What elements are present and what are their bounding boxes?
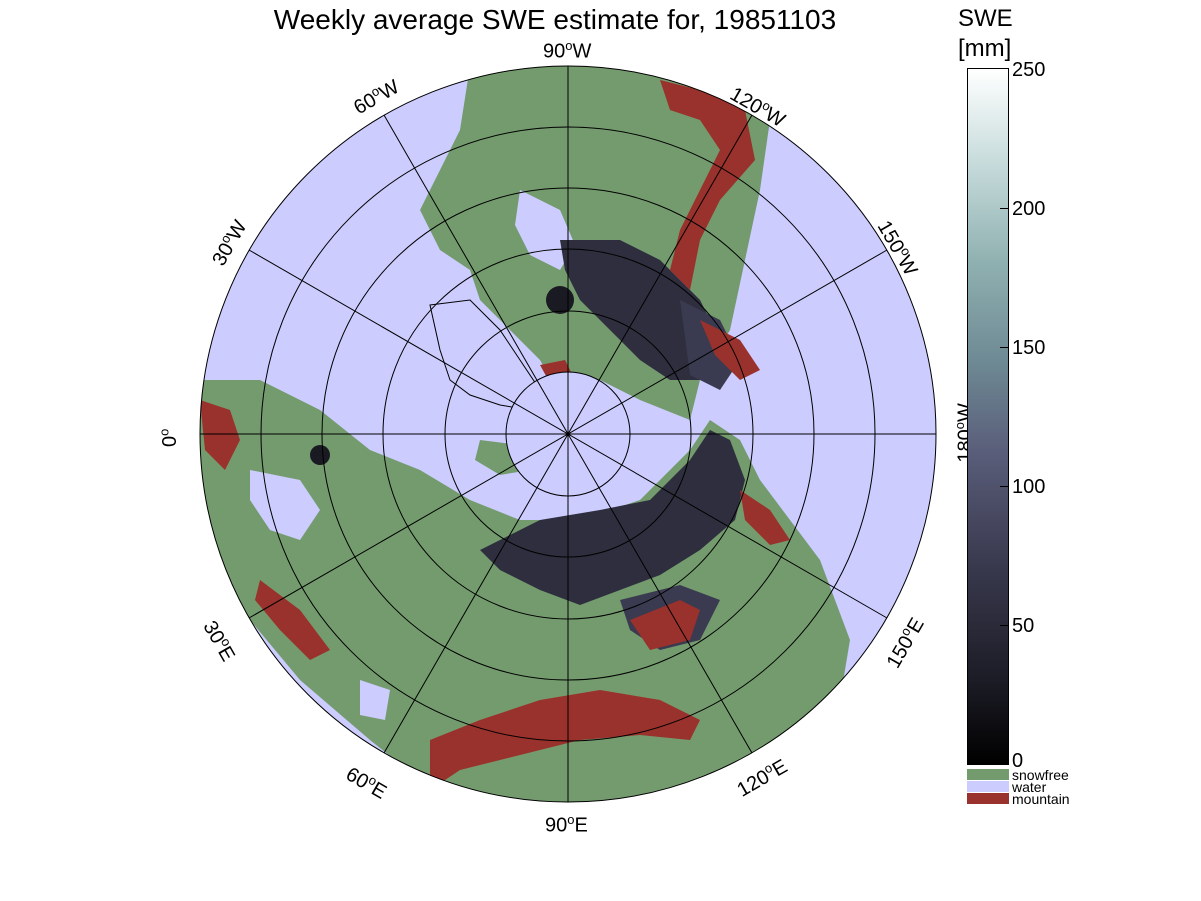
colorbar-title: SWE [mm] <box>958 4 1013 64</box>
snow-patch <box>546 286 574 314</box>
colorbar-tick: 50 <box>1012 615 1035 637</box>
legend-label-snowfree: snowfree <box>1012 767 1069 783</box>
colorbar-title-variable: SWE <box>958 5 1013 32</box>
alaska-snow <box>680 300 740 390</box>
colorbar-title-unit: [mm] <box>958 35 1012 62</box>
map-title: Weekly average SWE estimate for, 1985110… <box>273 4 837 35</box>
colorbar-tick: 250 <box>1012 59 1046 81</box>
alaska-range <box>700 320 760 380</box>
hudson-bay <box>515 190 575 270</box>
himalaya <box>430 690 700 790</box>
legend-label-mountain: mountain <box>1012 791 1070 807</box>
colorbar-tick: 150 <box>1012 337 1046 359</box>
central-asia-mountains <box>630 600 700 650</box>
colorbar-tick: 100 <box>1012 476 1046 498</box>
legend-label-water: water <box>1012 779 1047 795</box>
caucasus <box>255 580 330 660</box>
siberia-snow <box>480 430 745 605</box>
legend-swatch-water <box>967 781 1009 792</box>
legend-swatch-mountain <box>967 793 1009 804</box>
baltic-sea <box>250 470 320 540</box>
lon-label-90w: 90oW <box>543 38 592 63</box>
lon-label-90e: 90oE <box>545 812 588 837</box>
colorbar-tickmark <box>1000 486 1008 487</box>
colorbar-tickmark <box>1000 347 1008 348</box>
caspian-sea <box>360 680 390 720</box>
colorbar-tickmark <box>1000 208 1008 209</box>
colorbar-tick: 200 <box>1012 198 1046 220</box>
legend-swatch-snowfree <box>967 769 1009 780</box>
lon-label-0: 0o <box>156 428 182 448</box>
graticule <box>199 65 937 803</box>
colorbar-tick: 0 <box>1012 750 1024 772</box>
snow-patch <box>310 445 330 465</box>
rocky-mountains <box>660 80 755 290</box>
alps-scandes <box>200 400 240 470</box>
east-siberia-mountains <box>740 490 790 545</box>
colorbar-tickmark <box>1000 625 1008 626</box>
swe-colorbar <box>967 68 1009 765</box>
